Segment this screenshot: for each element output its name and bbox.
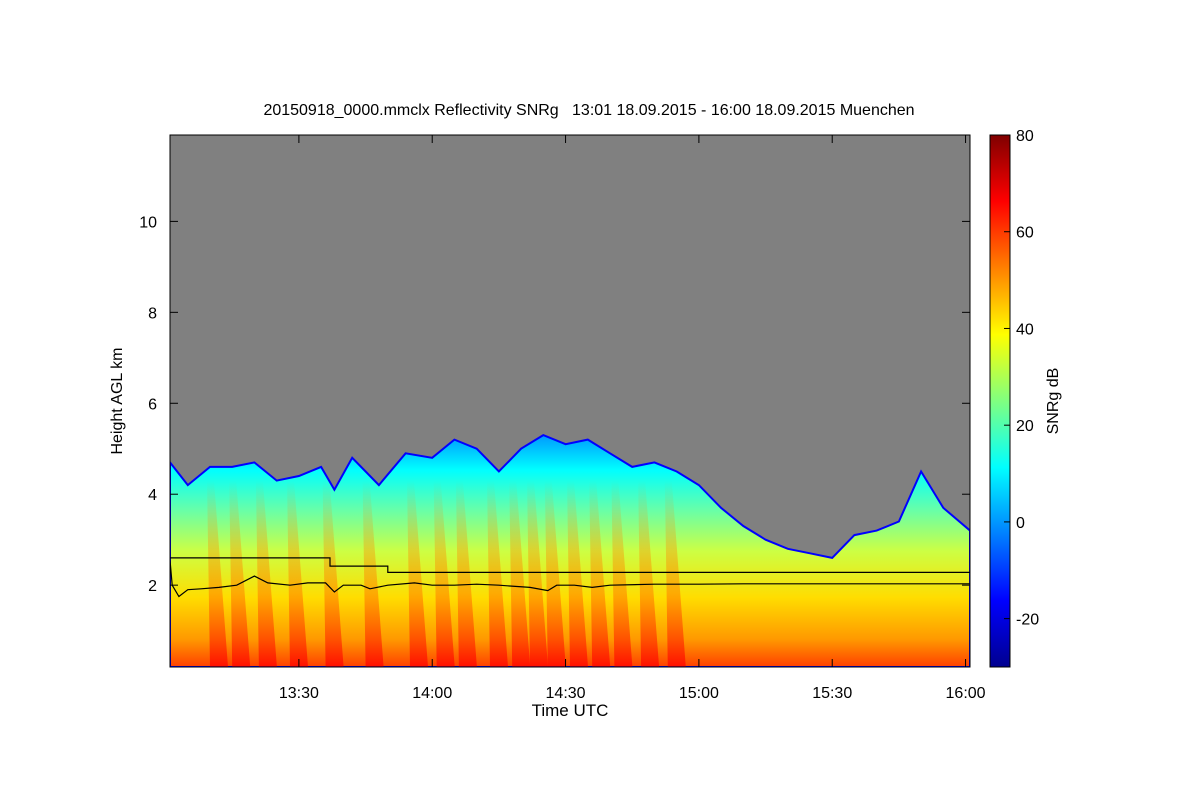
precip-shaft <box>544 480 566 667</box>
precip-shaft <box>589 480 611 667</box>
series-line <box>170 560 970 598</box>
precip-shaft <box>229 480 251 667</box>
chart-title: 20150918_0000.mmclx Reflectivity SNRg 13… <box>263 102 914 119</box>
precip-shaft <box>455 480 477 667</box>
precip-shaft <box>487 480 508 667</box>
precip-shaft <box>255 480 277 667</box>
precip-shaft <box>638 480 660 667</box>
series-line <box>170 557 970 574</box>
precip-shaft <box>362 480 384 667</box>
x-tick-label: 16:00 <box>946 685 986 702</box>
y-tick-label: 6 <box>148 396 157 413</box>
colorbar-axis: -20 0 20 40 60 80 <box>1004 128 1039 629</box>
colorbar-label: SNRg dB <box>1045 368 1062 435</box>
precip-shaft <box>611 480 633 667</box>
precip-shaft <box>433 480 455 667</box>
precip-shaft <box>567 480 588 667</box>
colorbar-tick-label: 0 <box>1016 515 1025 532</box>
x-tick-label: 15:30 <box>812 685 852 702</box>
colorbar-tick-label: -20 <box>1016 612 1039 629</box>
x-tick-label: 14:30 <box>546 685 586 702</box>
colorbar <box>989 134 1011 668</box>
y-tick-label: 4 <box>148 487 157 504</box>
colorbar-tick-label: 40 <box>1016 321 1034 338</box>
x-tick-label: 15:00 <box>679 685 719 702</box>
x-axis-label: Time UTC <box>532 701 609 720</box>
colorbar-tick-label: 80 <box>1016 128 1034 145</box>
precip-shaft <box>287 480 308 667</box>
x-axis: 13:30 14:00 14:30 15:00 15:30 16:00 <box>279 135 986 702</box>
colorbar-tick-label: 60 <box>1016 225 1034 242</box>
line-series <box>170 557 970 598</box>
colorbar-tick-label: 20 <box>1016 418 1034 435</box>
y-axis: 2 4 6 8 10 <box>139 214 970 595</box>
y-tick-label: 2 <box>148 578 157 595</box>
precip-shaft <box>664 480 686 667</box>
plot-frame <box>169 134 971 668</box>
x-tick-label: 13:30 <box>279 685 319 702</box>
x-tick-label: 14:00 <box>412 685 452 702</box>
precip-shaft <box>407 480 428 667</box>
precip-shaft <box>527 480 548 667</box>
precip-shaft <box>207 480 228 667</box>
y-tick-label: 10 <box>139 214 157 231</box>
precip-shaft <box>509 480 531 667</box>
plot-area <box>170 135 970 667</box>
y-tick-label: 8 <box>148 305 157 322</box>
y-axis-label: Height AGL km <box>109 347 126 454</box>
precipitation-shafts <box>207 480 686 667</box>
precip-shaft <box>322 480 344 667</box>
